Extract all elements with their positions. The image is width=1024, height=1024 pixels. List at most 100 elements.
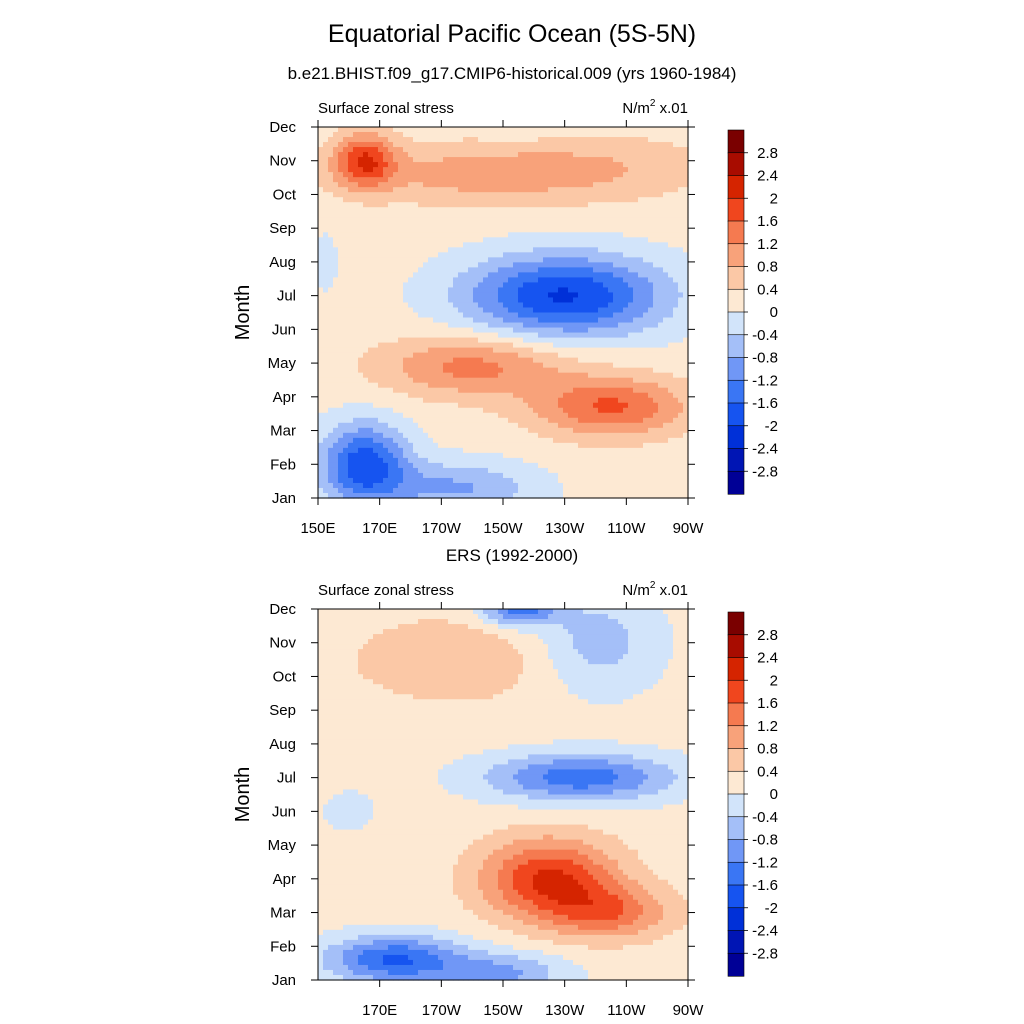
heatmap-cell: [498, 467, 504, 474]
heatmap-cell: [443, 297, 449, 304]
heatmap-cell: [438, 407, 444, 414]
heatmap-cell: [523, 242, 529, 248]
heatmap-cell: [478, 467, 484, 474]
heatmap-cell: [578, 452, 584, 459]
heatmap-cell: [418, 397, 424, 404]
heatmap-cell: [598, 442, 604, 449]
heatmap-cell: [613, 367, 619, 374]
heatmap-cell: [538, 237, 544, 243]
heatmap-cell: [548, 172, 554, 178]
heatmap-cell: [553, 297, 559, 304]
heatmap-cell: [503, 342, 509, 349]
heatmap-cell: [318, 352, 324, 359]
heatmap-cell: [563, 367, 569, 374]
heatmap-cell: [538, 187, 544, 193]
heatmap-cell: [623, 447, 629, 454]
heatmap-cell: [573, 142, 579, 148]
heatmap-cell: [448, 257, 454, 263]
heatmap-cell: [473, 342, 479, 349]
heatmap-cell: [568, 227, 574, 233]
heatmap-cell: [568, 387, 574, 394]
heatmap-cell: [403, 492, 409, 499]
heatmap-cell: [533, 252, 539, 258]
heatmap-cell: [638, 182, 644, 188]
heatmap-cell: [623, 257, 629, 263]
heatmap-cell: [533, 167, 539, 173]
heatmap-cell: [593, 407, 599, 414]
heatmap-cell: [343, 297, 349, 304]
heatmap-cell: [588, 197, 594, 203]
heatmap-cell: [343, 262, 349, 268]
heatmap-cell: [538, 337, 544, 344]
heatmap-cell: [628, 222, 634, 228]
heatmap-cell: [378, 237, 384, 243]
heatmap-cell: [458, 207, 464, 213]
heatmap-cell: [448, 427, 454, 434]
heatmap-cell: [603, 442, 609, 449]
heatmap-cell: [533, 407, 539, 414]
heatmap-cell: [643, 182, 649, 188]
heatmap-cell: [543, 467, 549, 474]
heatmap-cell: [573, 152, 579, 158]
heatmap-cell: [418, 337, 424, 344]
heatmap-cell: [353, 332, 359, 339]
heatmap-cell: [408, 157, 414, 163]
heatmap-cell: [373, 337, 379, 344]
heatmap-cell: [503, 167, 509, 173]
heatmap-cell: [493, 152, 499, 158]
heatmap-cell: [623, 197, 629, 203]
heatmap-cell: [518, 232, 524, 238]
heatmap-cell: [463, 272, 469, 278]
heatmap-cell: [348, 367, 354, 374]
heatmap-cell: [518, 192, 524, 198]
heatmap-cell: [548, 297, 554, 304]
heatmap-cell: [418, 302, 424, 309]
heatmap-cell: [568, 257, 574, 263]
heatmap-cell: [348, 392, 354, 399]
heatmap-cell: [398, 387, 404, 394]
heatmap-cell: [478, 347, 484, 354]
heatmap-cell: [603, 417, 609, 424]
heatmap-cell: [518, 487, 524, 494]
heatmap-cell: [323, 202, 329, 208]
heatmap-cell: [483, 377, 489, 384]
heatmap-cell: [343, 487, 349, 494]
heatmap-cell: [348, 252, 354, 258]
heatmap-cell: [388, 162, 394, 168]
heatmap-cell: [328, 222, 334, 228]
heatmap-cell: [423, 392, 429, 399]
heatmap-cell: [423, 137, 429, 143]
heatmap-cell: [633, 292, 639, 299]
heatmap-cell: [438, 157, 444, 163]
heatmap-cell: [418, 442, 424, 449]
heatmap-cell: [458, 372, 464, 379]
heatmap-cell: [648, 417, 654, 424]
heatmap-cell: [603, 352, 609, 359]
heatmap-cell: [488, 262, 494, 268]
heatmap-cell: [388, 482, 394, 489]
heatmap-cell: [563, 217, 569, 223]
heatmap-cell: [368, 157, 374, 163]
heatmap-cell: [498, 267, 504, 273]
heatmap-cell: [593, 377, 599, 384]
heatmap-cell: [388, 267, 394, 273]
heatmap-cell: [463, 152, 469, 158]
heatmap-cell: [438, 332, 444, 339]
heatmap-cell: [393, 312, 399, 319]
heatmap-cell: [468, 417, 474, 424]
heatmap-cell: [353, 437, 359, 444]
heatmap-cell: [398, 482, 404, 489]
heatmap-cell: [438, 262, 444, 268]
heatmap-cell: [588, 162, 594, 168]
heatmap-cell: [543, 372, 549, 379]
heatmap-cell: [383, 417, 389, 424]
heatmap-cell: [598, 477, 604, 484]
heatmap-cell: [588, 132, 594, 138]
heatmap-cell: [413, 477, 419, 484]
heatmap-cell: [433, 182, 439, 188]
heatmap-cell: [433, 332, 439, 339]
heatmap-cell: [403, 382, 409, 389]
heatmap-cell: [628, 367, 634, 374]
heatmap-cell: [578, 192, 584, 198]
heatmap-cell: [368, 227, 374, 233]
